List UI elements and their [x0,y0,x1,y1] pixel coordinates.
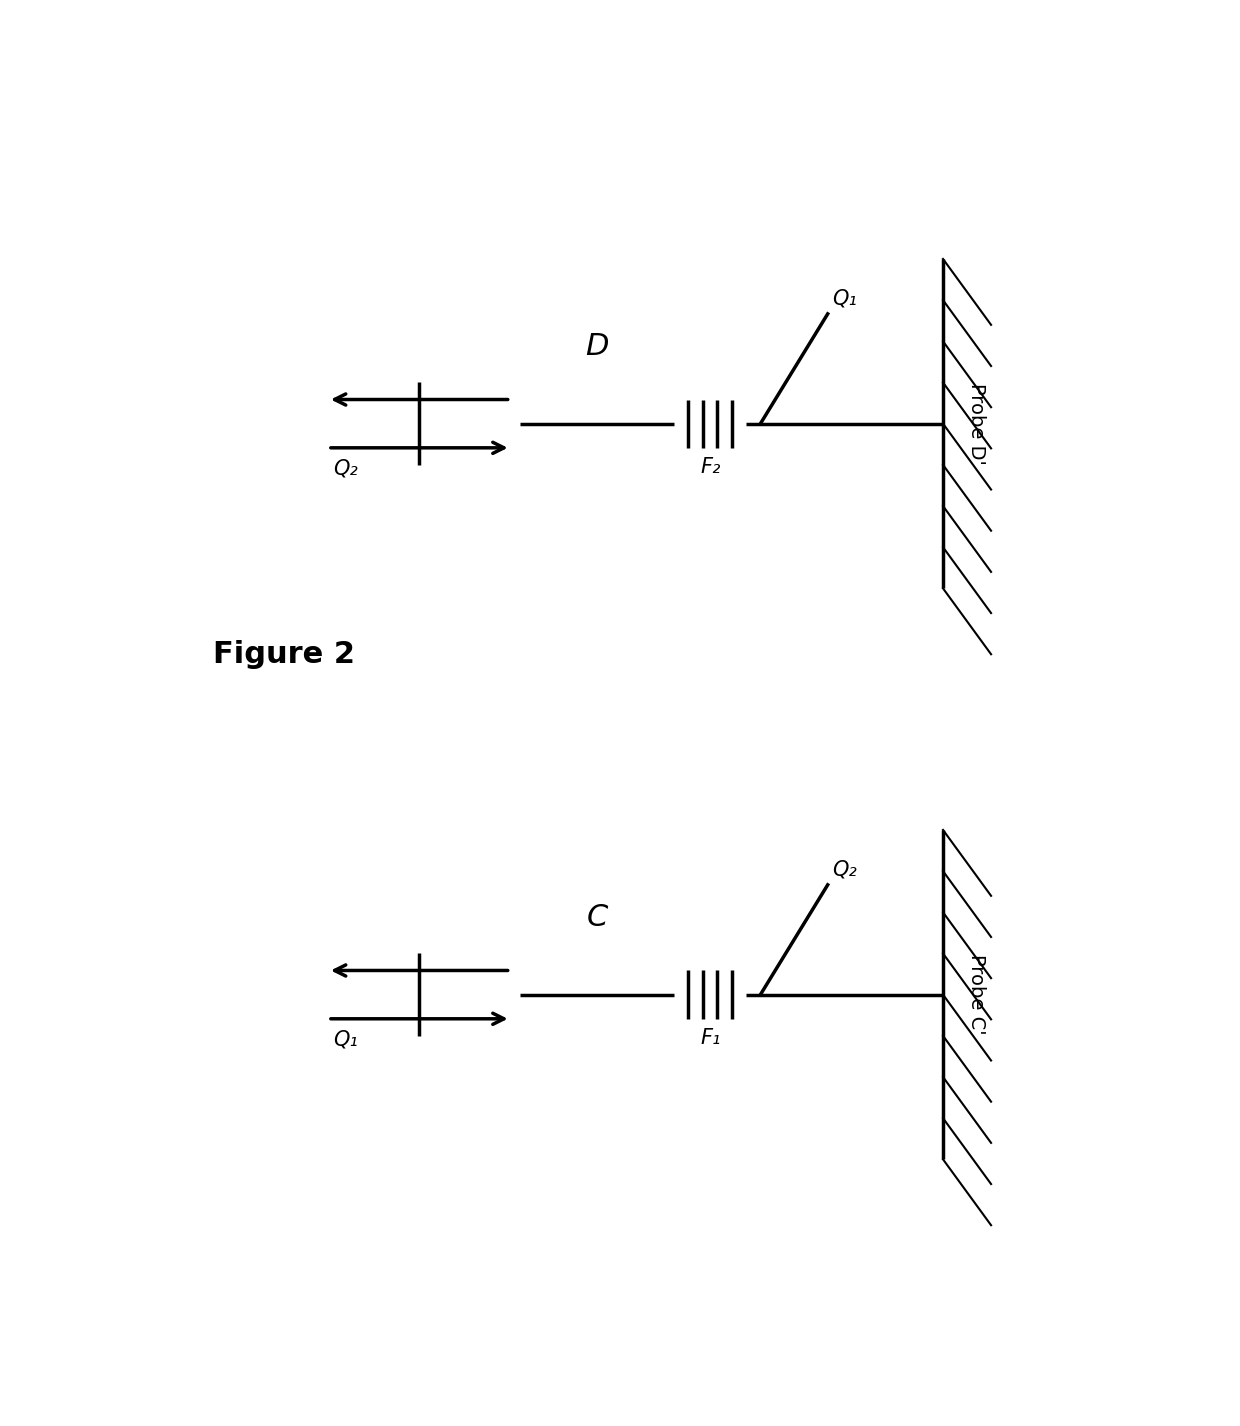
Text: Probe D': Probe D' [967,382,986,465]
Text: D: D [585,332,609,361]
Text: Q₁: Q₁ [832,288,857,308]
Text: Figure 2: Figure 2 [213,640,355,669]
Text: Q₁: Q₁ [332,1030,357,1050]
Text: Q₂: Q₂ [332,459,357,479]
Text: Probe C': Probe C' [967,954,986,1035]
Text: F₁: F₁ [701,1028,720,1048]
Text: C: C [587,903,608,933]
Text: Q₂: Q₂ [832,860,857,880]
Text: F₂: F₂ [701,456,720,476]
